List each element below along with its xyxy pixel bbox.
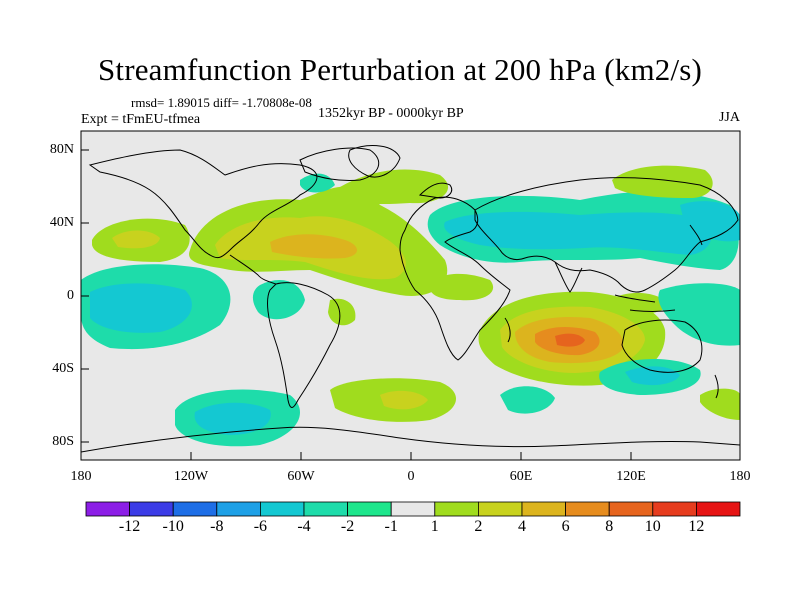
lat-label-40n: 40N	[49, 215, 74, 230]
lon-label-120e: 120E	[616, 469, 646, 484]
colorbar-swatch	[608, 501, 654, 517]
lat-label-80n: 80N	[49, 142, 74, 157]
colorbar-label: 8	[605, 518, 614, 535]
colorbar-swatch	[477, 501, 523, 517]
colorbar-label: -4	[297, 518, 311, 535]
chart-title: Streamfunction Perturbation at 200 hPa (…	[97, 52, 703, 87]
colorbar-label: -6	[253, 518, 268, 535]
colorbar-label: 12	[688, 518, 705, 535]
colorbar-label: -10	[162, 518, 184, 535]
lon-label-60w: 60W	[287, 469, 315, 484]
colorbar-swatch	[696, 501, 741, 517]
period-label: 1352kyr BP - 0000kyr BP	[318, 106, 464, 121]
lon-label-180w: 180	[70, 469, 92, 484]
colorbar-label: -8	[210, 518, 224, 535]
colorbar-label: -2	[340, 518, 355, 535]
colorbar-swatch	[216, 501, 261, 517]
lat-label-80s: 80S	[52, 434, 74, 449]
colorbar-swatch	[347, 501, 392, 517]
colorbar-label: 10	[644, 518, 661, 535]
season-label: JJA	[718, 110, 740, 125]
colorbar-swatch	[259, 501, 305, 517]
axis-ticks	[80, 149, 741, 460]
positive-anomaly-indian-ocean	[478, 291, 666, 386]
colorbar-label: 2	[474, 518, 483, 535]
colorbar-swatch	[652, 501, 697, 517]
colorbar-swatch	[85, 501, 130, 517]
colorbar-label: 1	[430, 518, 439, 535]
experiment-label: Expt = tFmEU-tfmea	[81, 112, 201, 127]
colorbar-label: 6	[561, 518, 570, 535]
colorbar-swatch	[434, 501, 479, 517]
lon-label-180e: 180	[729, 469, 751, 484]
colorbar-label: 4	[518, 518, 526, 535]
lon-label-60e: 60E	[509, 469, 533, 484]
lon-label-120w: 120W	[173, 469, 209, 484]
colorbar-swatch	[565, 501, 610, 517]
colorbar-swatch	[172, 501, 218, 517]
lat-label-40s: 40S	[52, 361, 74, 376]
colorbar	[85, 501, 741, 517]
colorbar-swatch	[521, 501, 566, 517]
coastlines	[81, 145, 740, 453]
colorbar-swatch	[390, 501, 436, 517]
colorbar-label: -12	[118, 518, 141, 535]
colorbar-swatch	[303, 501, 348, 517]
lon-label-0: 0	[407, 469, 415, 484]
colorbar-label: -1	[384, 518, 398, 535]
lat-label-0: 0	[67, 288, 74, 303]
contour-fields	[81, 165, 740, 447]
colorbar-swatch	[129, 501, 174, 517]
positive-anomaly-atlantic	[189, 169, 449, 296]
stats-text: rmsd= 1.89015 diff= -1.70808e-08	[131, 95, 312, 110]
